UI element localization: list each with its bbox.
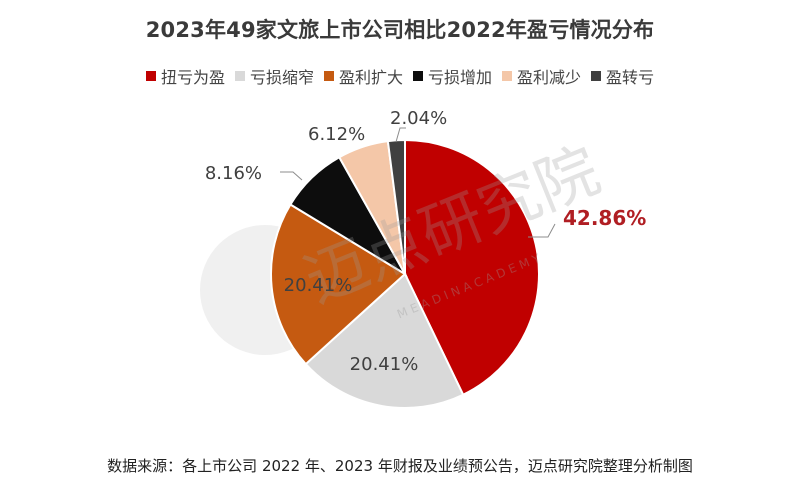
pie-slices	[270, 138, 540, 409]
leader-line	[528, 223, 556, 238]
leader-line	[395, 127, 406, 143]
legend-item-profit-decreased: 盈利减少	[502, 64, 581, 88]
legend-label: 亏损增加	[428, 68, 493, 87]
legend-swatch	[323, 71, 334, 81]
data-label-loss-narrowed: 20.41%	[350, 354, 419, 375]
legend-label: 扭亏为盈	[160, 68, 225, 87]
data-label-profit-to-loss: 2.04%	[390, 108, 447, 129]
chart-legend: 扭亏为盈 亏损缩窄 盈利扩大 亏损增加 盈利减少 盈转亏	[0, 64, 800, 88]
data-label-turnaround: 42.86%	[563, 206, 646, 230]
pie-slice-loss-narrowed	[304, 272, 465, 409]
legend-label: 盈利减少	[517, 68, 582, 87]
leader-line	[280, 171, 303, 181]
data-label-profit-decreased: 6.12%	[308, 124, 365, 145]
legend-item-profit-expanded: 盈利扩大	[323, 64, 403, 88]
legend-swatch	[145, 71, 156, 81]
legend-swatch	[413, 71, 423, 81]
data-label-loss-increased: 8.16%	[205, 163, 262, 184]
legend-item-loss-increased: 亏损增加	[413, 64, 492, 88]
legend-item-turnaround: 扭亏为盈	[145, 64, 225, 88]
source-note: 数据来源：各上市公司 2022 年、2023 年财报及业绩预公告，迈点研究院整理…	[107, 457, 693, 475]
pie-slice-profit-expanded	[270, 203, 407, 366]
legend-label: 盈转亏	[606, 68, 655, 87]
chart-title: 2023年49家文旅上市公司相比2022年盈亏情况分布	[145, 18, 655, 42]
legend-item-profit-to-loss: 盈转亏	[591, 64, 654, 88]
legend-swatch	[591, 71, 602, 81]
data-label-profit-expanded: 20.41%	[284, 275, 353, 296]
legend-swatch	[234, 71, 245, 81]
legend-label: 亏损缩窄	[249, 68, 314, 87]
legend-item-loss-narrowed: 亏损缩窄	[234, 64, 314, 88]
legend-swatch	[502, 71, 513, 81]
pie-slice-turnaround	[404, 138, 540, 397]
legend-label: 盈利扩大	[338, 68, 403, 87]
